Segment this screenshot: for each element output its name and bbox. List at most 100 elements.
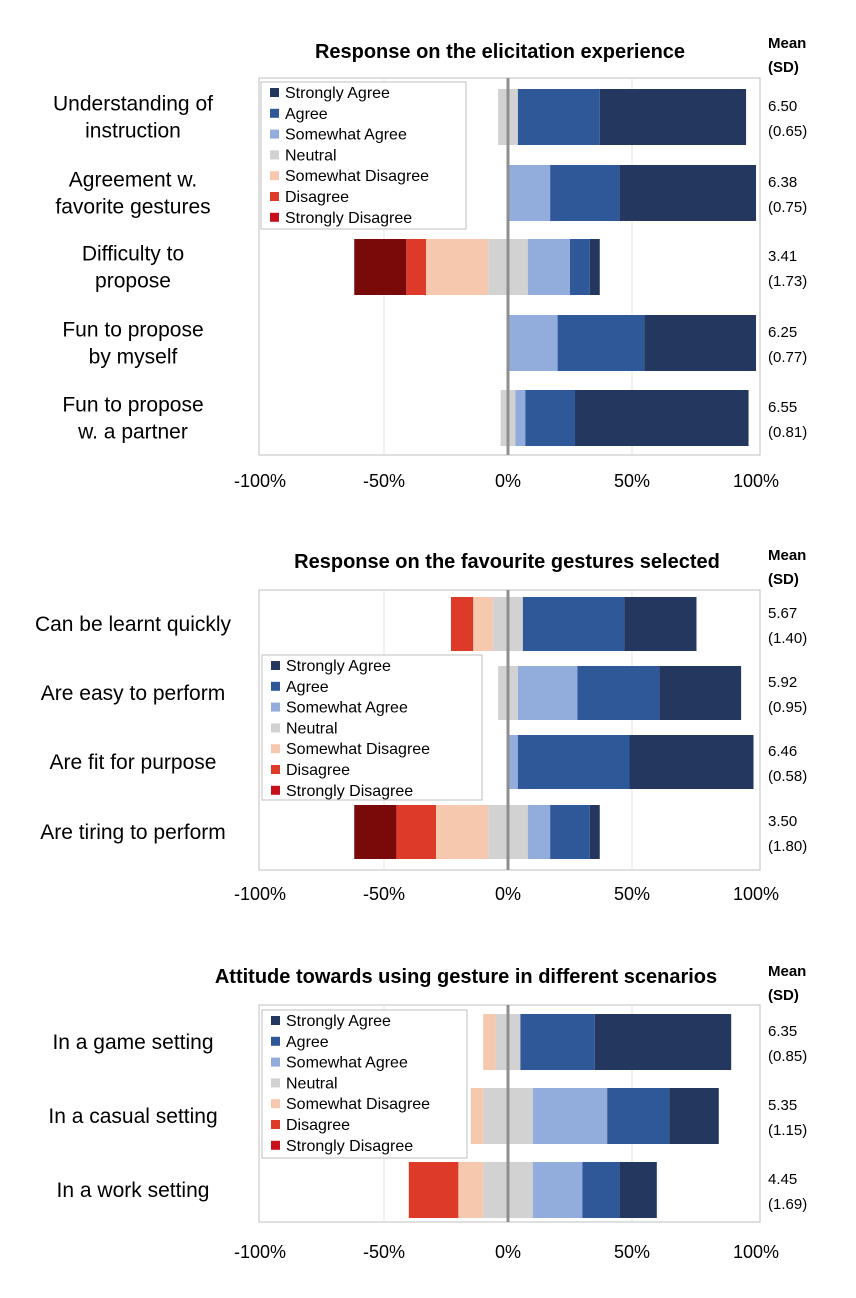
bar-segment-disagree <box>408 1162 459 1218</box>
bar-segment-disagree <box>450 597 474 651</box>
category-label: Are easy to perform <box>41 682 225 705</box>
bar-segment-agree <box>517 735 630 789</box>
x-tick-label: 50% <box>614 471 650 491</box>
legend-entry-strongly-disagree: Strongly Disagree <box>286 783 413 800</box>
sd-value: (0.85) <box>768 1048 807 1065</box>
mean-value: 6.46 <box>768 743 797 760</box>
bar-row-fun-to-propose-by-myself <box>508 315 756 371</box>
bar-segment-strongly-disagree <box>354 239 407 295</box>
legend-box <box>260 81 467 230</box>
legend-entry-somewhat-disagree: Somewhat Disagree <box>285 168 429 185</box>
sd-header: (SD) <box>768 987 799 1004</box>
sd-value: (0.95) <box>768 699 807 716</box>
bar-segment-somewhat-disagree <box>436 805 489 859</box>
legend-box <box>261 654 483 801</box>
bar-segment-agree <box>550 805 590 859</box>
bar-row-are-easy-to-perform <box>498 666 742 720</box>
bar-segment-agree <box>520 1014 595 1070</box>
legend-swatch-somewhat-disagree <box>271 1099 280 1109</box>
bar-segment-somewhat-agree <box>517 666 578 720</box>
sd-value: (0.58) <box>768 768 807 785</box>
legend-swatch-somewhat-agree <box>271 1057 280 1067</box>
bar-segment-somewhat-disagree <box>483 1014 496 1070</box>
x-tick-label: -100% <box>234 471 286 491</box>
category-label: Agreement w. <box>69 169 197 192</box>
x-tick-label: 100% <box>733 1242 779 1262</box>
sd-value: (1.80) <box>768 838 807 855</box>
bar-segment-somewhat-agree <box>508 165 551 221</box>
legend-swatch-disagree <box>271 1120 280 1129</box>
legend-entry-agree: Agree <box>286 1034 329 1051</box>
legend-swatch-strongly-disagree <box>270 212 279 222</box>
legend-swatch-agree <box>271 681 280 691</box>
bar-segment-strongly-agree <box>594 1014 732 1070</box>
legend-swatch-somewhat-disagree <box>270 171 279 181</box>
bar-row-difficulty-to-propose <box>354 239 600 295</box>
bar-row-in-a-game-setting <box>483 1014 732 1070</box>
mean-header: Mean <box>768 963 806 980</box>
category-label: In a game setting <box>52 1031 213 1054</box>
chart-panel-2: Response on the favourite gestures selec… <box>35 547 807 904</box>
legend-entry-strongly-agree: Strongly Agree <box>286 658 391 675</box>
legend: Strongly Agree Agree Somewhat Agree Neutral… <box>261 654 483 801</box>
bar-segment-agree <box>525 390 575 446</box>
legend-box <box>261 1009 468 1159</box>
bar-row-agreement-w-favorite-gestures <box>508 165 756 221</box>
bar-segment-somewhat-agree <box>515 390 526 446</box>
legend-swatch-neutral <box>270 150 279 160</box>
mean-value: 6.50 <box>768 98 797 115</box>
chart-panel-3: Attitude towards using gesture in differ… <box>48 963 807 1262</box>
x-tick-label: 0% <box>495 471 521 491</box>
bar-segment-agree <box>517 89 600 145</box>
legend-swatch-strongly-agree <box>271 1016 280 1025</box>
mean-value: 5.35 <box>768 1097 797 1114</box>
mean-value: 3.50 <box>768 813 797 830</box>
legend-entry-disagree: Disagree <box>286 762 350 779</box>
legend-swatch-neutral <box>271 1078 280 1088</box>
category-label: In a casual setting <box>48 1105 217 1128</box>
bar-segment-strongly-disagree <box>354 805 397 859</box>
bar-segment-strongly-agree <box>619 1162 657 1218</box>
bar-segment-somewhat-disagree <box>473 597 494 651</box>
sd-value: (0.81) <box>768 424 807 441</box>
legend-swatch-agree <box>270 108 279 118</box>
mean-value: 3.41 <box>768 248 797 265</box>
chart-title: Response on the elicitation experience <box>315 41 685 63</box>
legend-entry-agree: Agree <box>286 679 329 696</box>
category-label: Are fit for purpose <box>50 751 217 774</box>
legend-entry-somewhat-agree: Somewhat Agree <box>286 700 408 717</box>
mean-value: 5.92 <box>768 674 797 691</box>
x-tick-label: -50% <box>363 884 405 904</box>
legend-entry-strongly-agree: Strongly Agree <box>285 85 390 102</box>
x-tick-label: 0% <box>495 884 521 904</box>
sd-value: (1.73) <box>768 273 807 290</box>
bar-row-can-be-learnt-quickly <box>450 597 697 651</box>
sd-value: (1.15) <box>768 1122 807 1139</box>
bar-segment-somewhat-agree <box>527 805 551 859</box>
bar-segment-strongly-agree <box>619 165 756 221</box>
chart-title: Attitude towards using gesture in differ… <box>215 966 717 988</box>
legend-entry-strongly-disagree: Strongly Disagree <box>286 1138 413 1155</box>
legend-entry-agree: Agree <box>285 106 328 123</box>
x-tick-label: 50% <box>614 1242 650 1262</box>
legend-swatch-strongly-agree <box>271 661 280 670</box>
bar-segment-strongly-agree <box>669 1088 719 1144</box>
category-label: w. a partner <box>77 421 188 444</box>
x-tick-label: -50% <box>363 471 405 491</box>
bar-segment-strongly-agree <box>599 89 747 145</box>
mean-header: Mean <box>768 547 806 564</box>
bar-segment-agree <box>607 1088 670 1144</box>
sd-value: (0.75) <box>768 199 807 216</box>
bar-segment-somewhat-agree <box>532 1162 583 1218</box>
bar-row-understanding-of-instruction <box>498 89 747 145</box>
bar-segment-somewhat-disagree <box>470 1088 484 1144</box>
bar-segment-strongly-agree <box>574 390 749 446</box>
bar-segment-strongly-agree <box>589 239 600 295</box>
bar-segment-agree <box>570 239 590 295</box>
chart-title: Response on the favourite gestures selec… <box>294 551 720 573</box>
legend-swatch-agree <box>271 1036 280 1046</box>
legend-entry-somewhat-disagree: Somewhat Disagree <box>286 1096 430 1113</box>
legend-entry-neutral: Neutral <box>286 1075 338 1092</box>
legend-entry-neutral: Neutral <box>285 147 337 164</box>
bar-segment-strongly-agree <box>659 666 742 720</box>
